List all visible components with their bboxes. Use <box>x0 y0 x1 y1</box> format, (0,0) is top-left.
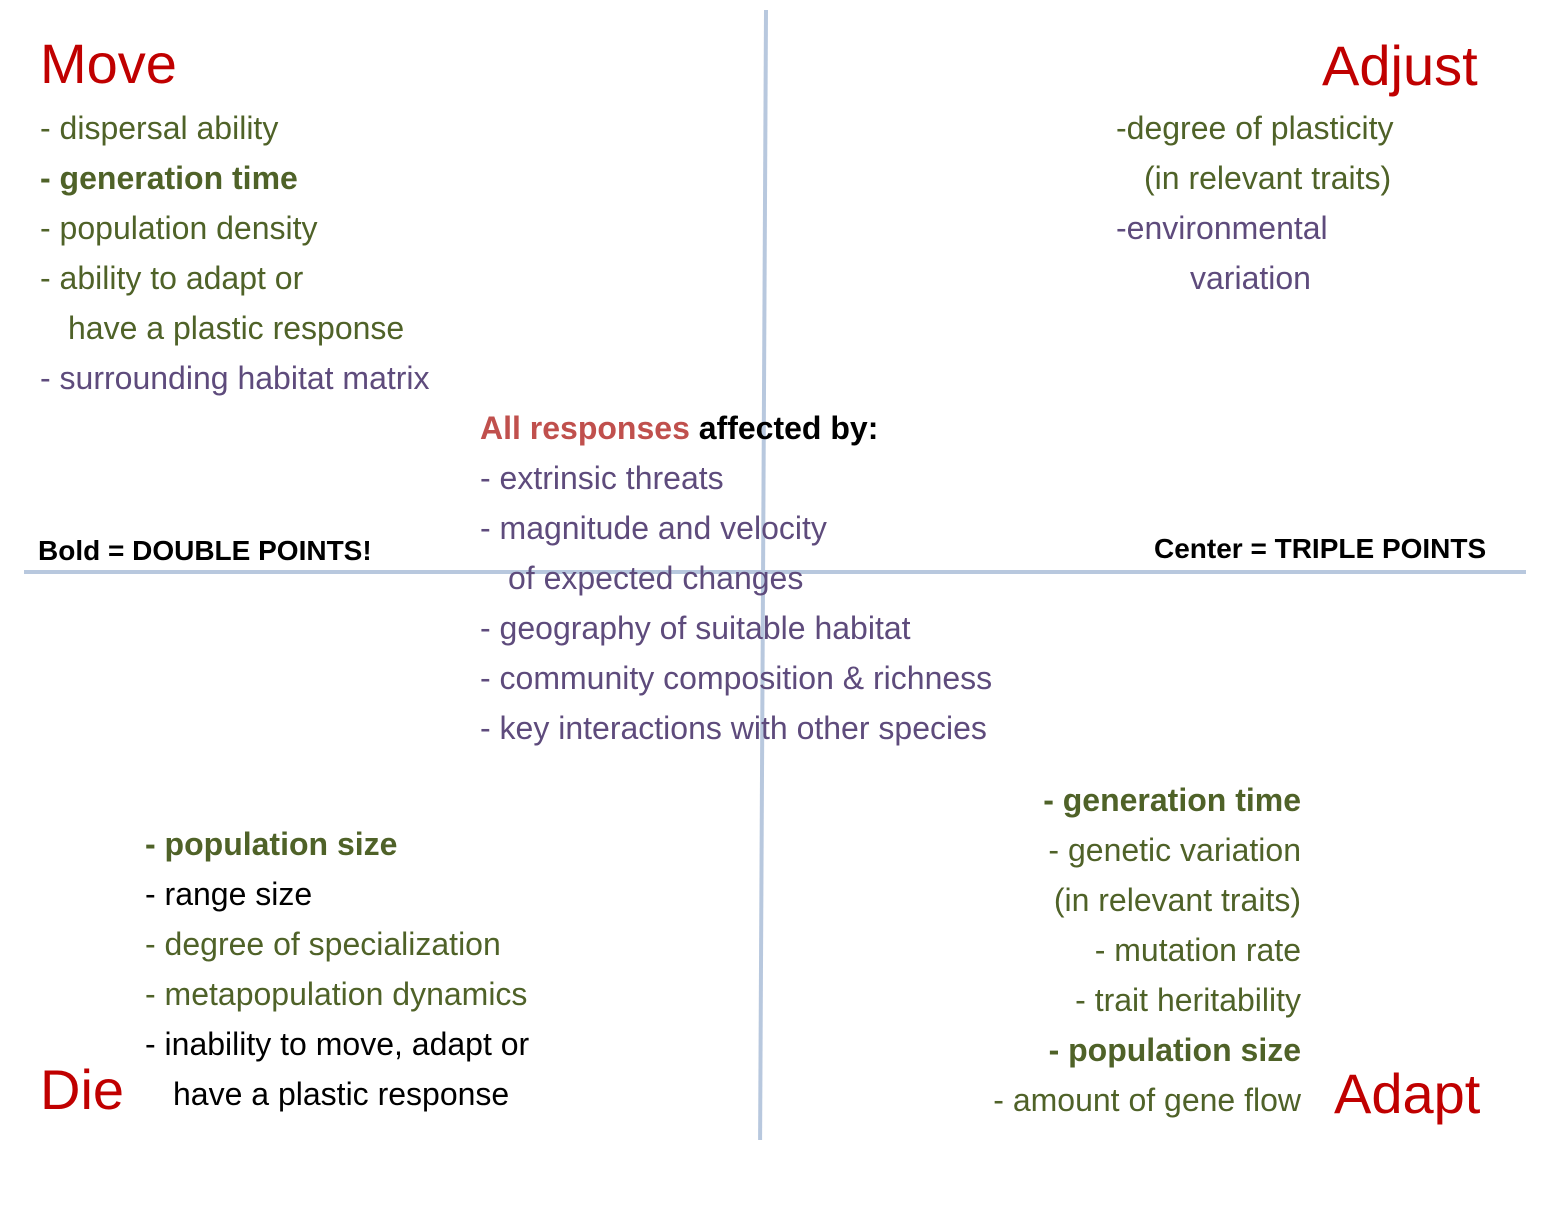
move-item-dispersal: - dispersal ability <box>40 110 279 146</box>
adapt-item-gene-flow: - amount of gene flow <box>993 1082 1301 1118</box>
die-item-metapopulation: - metapopulation dynamics <box>145 976 528 1012</box>
die-item-plastic-response: have a plastic response <box>173 1076 510 1112</box>
move-item-habitat-matrix: - surrounding habitat matrix <box>40 360 430 396</box>
adapt-item-population-size: - population size <box>1048 1032 1301 1068</box>
move-item-population-density: - population density <box>40 210 318 246</box>
adapt-item-mutation-rate: - mutation rate <box>1094 932 1301 968</box>
die-item-range-size: - range size <box>145 876 313 912</box>
move-title: Move <box>40 32 177 95</box>
move-item-ability-adapt: - ability to adapt or <box>40 260 304 296</box>
adapt-item-genetic-variation: - genetic variation <box>1048 832 1301 868</box>
center-heading-highlight: All responses <box>480 410 690 446</box>
bold-note: Bold = DOUBLE POINTS! <box>38 535 372 566</box>
die-item-inability: - inability to move, adapt or <box>145 1026 530 1062</box>
adapt-title: Adapt <box>1334 1062 1481 1125</box>
center-item-interactions: - key interactions with other species <box>480 710 987 746</box>
center-heading-rest: affected by: <box>689 410 879 446</box>
adjust-item-plasticity: -degree of plasticity <box>1116 110 1394 146</box>
center-item-extrinsic-threats: - extrinsic threats <box>480 460 724 496</box>
adapt-item-generation-time: - generation time <box>1043 782 1301 818</box>
center-item-magnitude-velocity: - magnitude and velocity <box>480 510 827 546</box>
move-item-generation-time: - generation time <box>40 160 298 196</box>
adapt-item-heritability: - trait heritability <box>1075 982 1301 1018</box>
horizontal-axis <box>24 570 1526 574</box>
adapt-item-relevant-traits: (in relevant traits) <box>1053 882 1301 918</box>
center-item-expected-changes: of expected changes <box>508 560 804 596</box>
adjust-item-relevant-traits: (in relevant traits) <box>1144 160 1392 196</box>
die-item-population-size: - population size <box>145 826 398 862</box>
adjust-item-variation: variation <box>1190 260 1311 296</box>
die-item-specialization: - degree of specialization <box>145 926 501 962</box>
center-note: Center = TRIPLE POINTS <box>1154 533 1487 564</box>
adjust-title: Adjust <box>1322 34 1478 97</box>
die-title: Die <box>40 1058 125 1121</box>
move-item-plastic-response: have a plastic response <box>68 310 405 346</box>
center-item-geography: - geography of suitable habitat <box>480 610 911 646</box>
adjust-item-environmental: -environmental <box>1116 210 1328 246</box>
center-heading: All responses affected by: <box>480 412 878 444</box>
center-item-community: - community composition & richness <box>480 660 993 696</box>
